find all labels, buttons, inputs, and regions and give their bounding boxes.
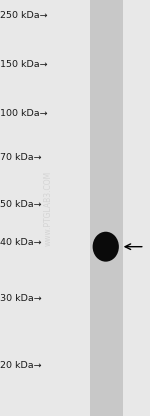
Text: 100 kDa→: 100 kDa→ (0, 109, 48, 118)
Text: 20 kDa→: 20 kDa→ (0, 361, 42, 370)
Ellipse shape (93, 232, 119, 262)
Text: www.PTGLAB3.COM: www.PTGLAB3.COM (44, 171, 52, 245)
Text: 70 kDa→: 70 kDa→ (0, 153, 42, 162)
Text: 150 kDa→: 150 kDa→ (0, 60, 48, 69)
Text: 50 kDa→: 50 kDa→ (0, 200, 42, 209)
Text: 30 kDa→: 30 kDa→ (0, 294, 42, 303)
Bar (90, 0, 123, 416)
Text: 250 kDa→: 250 kDa→ (0, 11, 48, 20)
Text: 40 kDa→: 40 kDa→ (0, 238, 42, 247)
